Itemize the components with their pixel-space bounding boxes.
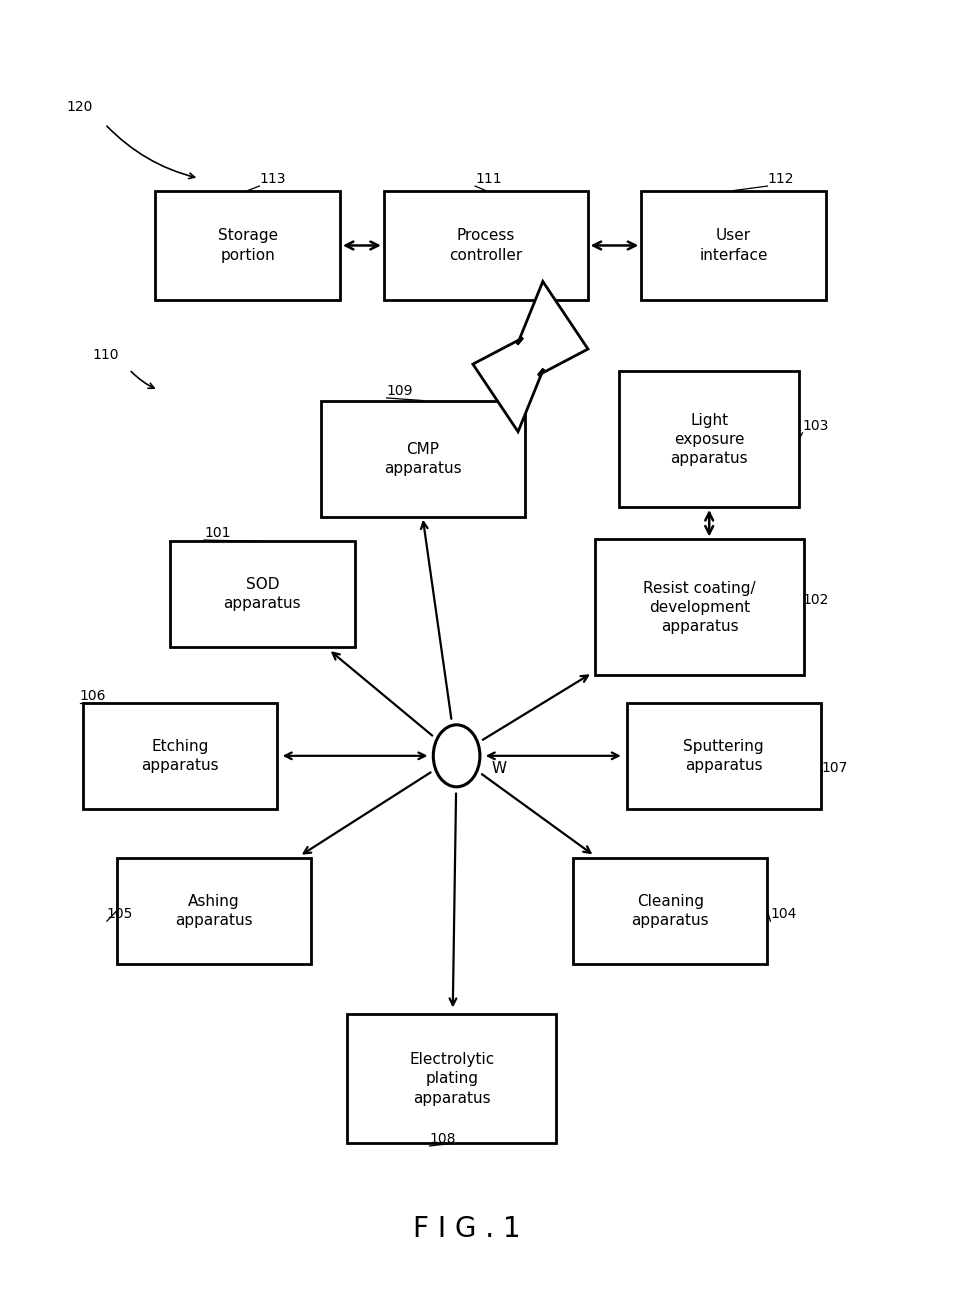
Text: 103: 103 (802, 419, 828, 433)
FancyBboxPatch shape (641, 190, 825, 300)
Text: Light
exposure
apparatus: Light exposure apparatus (670, 412, 748, 466)
Text: Process
controller: Process controller (449, 229, 522, 262)
Text: 111: 111 (475, 172, 501, 186)
Text: User
interface: User interface (699, 229, 767, 262)
Text: 107: 107 (821, 761, 848, 775)
Text: 110: 110 (92, 348, 118, 362)
Circle shape (433, 725, 480, 787)
FancyBboxPatch shape (384, 190, 587, 300)
FancyBboxPatch shape (594, 540, 803, 674)
Text: 120: 120 (66, 99, 92, 114)
FancyBboxPatch shape (619, 371, 799, 506)
Text: 109: 109 (386, 384, 413, 398)
FancyBboxPatch shape (626, 703, 820, 809)
Text: Electrolytic
plating
apparatus: Electrolytic plating apparatus (409, 1052, 494, 1106)
FancyBboxPatch shape (320, 401, 524, 517)
Text: 104: 104 (770, 907, 796, 921)
Text: 102: 102 (802, 593, 828, 607)
Text: Storage
portion: Storage portion (218, 229, 278, 262)
Text: 101: 101 (204, 526, 230, 540)
Text: 112: 112 (767, 172, 793, 186)
Text: 113: 113 (259, 172, 285, 186)
Text: 106: 106 (80, 689, 106, 703)
Text: W: W (491, 761, 507, 776)
Text: 105: 105 (107, 907, 133, 921)
Text: Ashing
apparatus: Ashing apparatus (175, 894, 252, 928)
FancyBboxPatch shape (348, 1014, 556, 1143)
FancyBboxPatch shape (170, 541, 354, 647)
Text: CMP
apparatus: CMP apparatus (384, 442, 461, 475)
Text: F I G . 1: F I G . 1 (413, 1214, 519, 1243)
FancyBboxPatch shape (573, 858, 767, 964)
Text: Etching
apparatus: Etching apparatus (141, 739, 218, 773)
FancyBboxPatch shape (117, 858, 311, 964)
Polygon shape (473, 282, 587, 432)
Text: Cleaning
apparatus: Cleaning apparatus (631, 894, 709, 928)
FancyBboxPatch shape (155, 190, 340, 300)
Text: Resist coating/
development
apparatus: Resist coating/ development apparatus (643, 580, 755, 634)
FancyBboxPatch shape (83, 703, 277, 809)
Text: Sputtering
apparatus: Sputtering apparatus (684, 739, 763, 773)
Text: 108: 108 (429, 1132, 455, 1146)
Text: SOD
apparatus: SOD apparatus (223, 578, 301, 611)
